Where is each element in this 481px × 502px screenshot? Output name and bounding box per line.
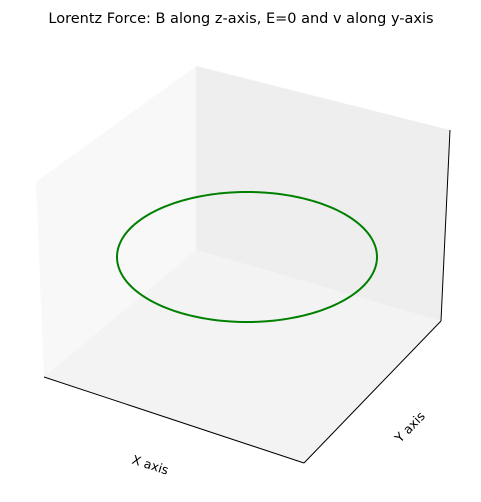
chart-title: Lorentz Force: B along z-axis, E=0 and v… [48, 11, 433, 27]
